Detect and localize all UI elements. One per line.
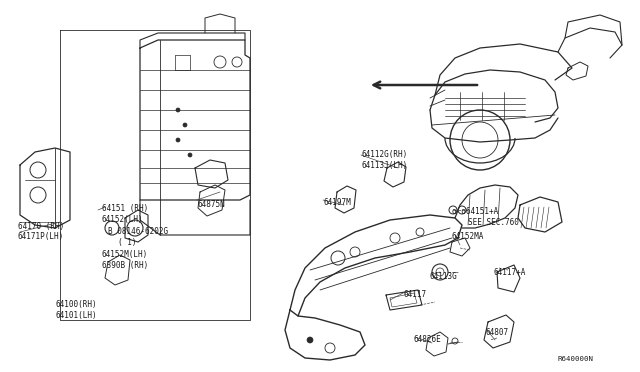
Text: 64171P(LH): 64171P(LH) [18,232,64,241]
Circle shape [188,153,192,157]
Text: o o64151+A: o o64151+A [452,207,499,216]
Text: 64113G: 64113G [430,272,458,281]
Text: 64170 (RH): 64170 (RH) [18,222,64,231]
Text: 64875N: 64875N [197,200,225,209]
Text: 64152M(LH): 64152M(LH) [102,250,148,259]
Text: 64112G(RH): 64112G(RH) [361,150,407,159]
Text: B 08146-6202G: B 08146-6202G [108,227,168,236]
Circle shape [176,138,180,142]
Text: 6390B (RH): 6390B (RH) [102,261,148,270]
Text: 64100(RH): 64100(RH) [55,300,97,309]
Text: 64807: 64807 [485,328,508,337]
Text: SEE SEC.760: SEE SEC.760 [468,218,519,227]
Text: 64826E: 64826E [413,335,441,344]
Text: 64117: 64117 [403,290,426,299]
Text: 64197M: 64197M [323,198,351,207]
Text: ( 1): ( 1) [118,238,136,247]
Text: 64151 (RH): 64151 (RH) [102,204,148,213]
Text: 64152(LH): 64152(LH) [102,215,143,224]
Circle shape [176,108,180,112]
Text: 64117+A: 64117+A [493,268,525,277]
Circle shape [183,123,187,127]
Text: 64113J(LH): 64113J(LH) [361,161,407,170]
Circle shape [307,337,313,343]
Text: 64101(LH): 64101(LH) [55,311,97,320]
Text: R640000N: R640000N [558,356,594,362]
Text: 64152MA: 64152MA [452,232,484,241]
